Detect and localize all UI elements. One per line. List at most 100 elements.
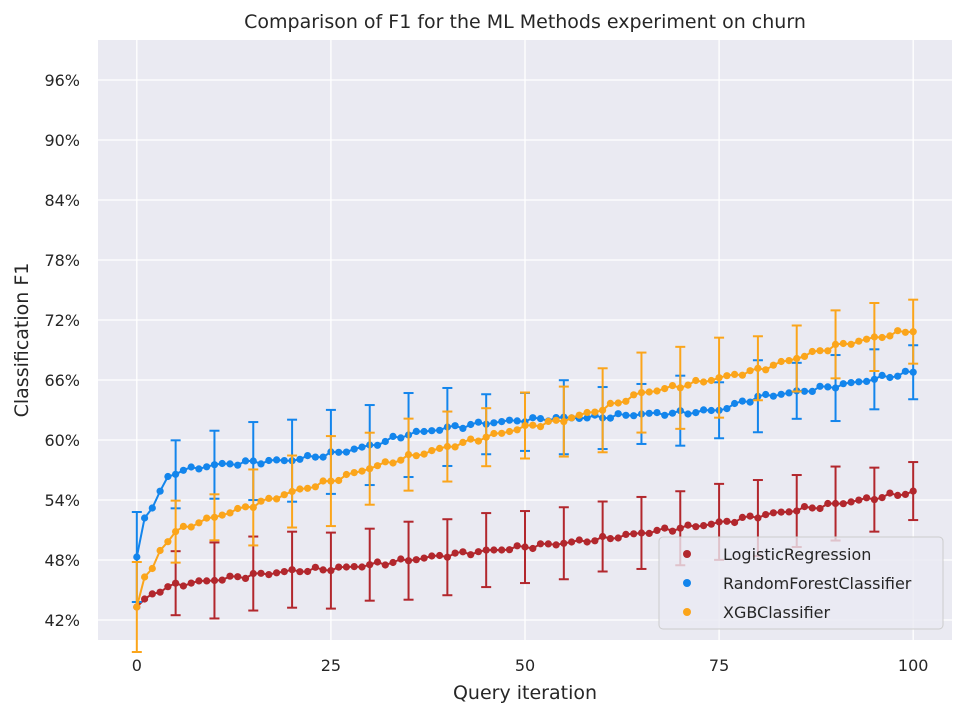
data-point <box>459 548 467 556</box>
data-point <box>373 462 382 470</box>
data-point <box>141 595 149 603</box>
data-point <box>599 532 607 541</box>
data-point <box>296 568 304 576</box>
data-point <box>420 450 428 458</box>
data-point <box>443 442 451 451</box>
data-point <box>249 457 257 465</box>
data-point <box>661 524 669 532</box>
data-point <box>234 504 242 513</box>
data-point <box>723 517 731 525</box>
data-point <box>715 374 723 382</box>
data-point <box>273 569 281 577</box>
data-point <box>692 409 700 417</box>
data-point <box>614 534 622 542</box>
data-point <box>179 466 187 474</box>
data-point <box>831 499 840 508</box>
data-point <box>373 441 382 449</box>
data-point <box>148 504 156 512</box>
data-point <box>831 340 840 348</box>
data-point <box>482 546 490 554</box>
data-point <box>870 333 879 341</box>
data-point <box>762 366 770 374</box>
data-point <box>474 418 482 426</box>
legend-label: LogisticRegression <box>723 545 871 564</box>
data-point <box>304 567 312 576</box>
data-point <box>630 530 638 538</box>
data-point <box>839 500 847 508</box>
data-point <box>498 546 506 554</box>
data-point <box>335 563 343 571</box>
data-point <box>467 551 475 559</box>
data-point <box>389 432 397 440</box>
data-point <box>560 418 568 426</box>
data-point <box>280 491 288 499</box>
data-point <box>901 490 910 498</box>
data-point <box>319 566 327 574</box>
data-point <box>800 352 809 360</box>
data-point <box>428 552 436 560</box>
data-point <box>505 427 514 436</box>
data-point <box>731 518 739 527</box>
data-point <box>156 487 164 495</box>
data-point <box>451 422 459 430</box>
data-point <box>870 496 879 504</box>
data-point <box>762 390 770 399</box>
data-point <box>172 528 180 536</box>
data-point <box>645 388 653 396</box>
data-point <box>824 347 832 355</box>
data-point <box>265 456 273 465</box>
data-point <box>358 467 366 475</box>
data-point <box>645 529 653 538</box>
legend-marker <box>683 579 691 587</box>
data-point <box>762 510 770 519</box>
data-point <box>141 573 149 581</box>
data-point <box>661 411 669 419</box>
data-point <box>700 378 708 386</box>
legend-marker <box>683 550 691 558</box>
x-tick-label: 50 <box>515 656 535 675</box>
data-point <box>878 333 886 342</box>
data-point <box>304 452 312 460</box>
data-point <box>459 438 467 446</box>
data-point <box>482 433 490 441</box>
data-point <box>311 453 319 461</box>
data-point <box>754 364 762 372</box>
data-point <box>700 406 708 414</box>
data-point <box>544 540 552 548</box>
data-point <box>203 577 211 585</box>
data-point <box>909 368 917 376</box>
data-point <box>536 540 545 548</box>
data-point <box>676 524 684 532</box>
data-point <box>878 494 886 502</box>
data-point <box>839 380 847 388</box>
data-point <box>894 372 902 380</box>
data-point <box>668 527 677 535</box>
x-tick-label: 100 <box>898 656 929 675</box>
data-point <box>777 357 785 366</box>
data-point <box>769 509 778 517</box>
data-point <box>451 549 459 557</box>
data-point <box>257 569 265 577</box>
data-point <box>800 503 809 511</box>
data-point <box>490 546 498 554</box>
data-point <box>148 590 156 598</box>
data-point <box>529 414 537 422</box>
data-point <box>738 371 747 379</box>
data-point <box>304 484 312 492</box>
data-point <box>412 427 420 435</box>
data-point <box>886 373 894 382</box>
data-point <box>707 376 715 385</box>
data-point <box>668 382 677 390</box>
data-point <box>234 573 242 581</box>
data-point <box>474 437 482 445</box>
data-point <box>630 391 638 399</box>
data-point <box>342 470 350 479</box>
data-point <box>855 496 863 504</box>
data-point <box>863 335 871 343</box>
data-point <box>319 477 327 485</box>
data-point <box>622 397 630 405</box>
data-point <box>591 408 599 416</box>
data-point <box>684 381 692 389</box>
data-point <box>187 523 195 531</box>
